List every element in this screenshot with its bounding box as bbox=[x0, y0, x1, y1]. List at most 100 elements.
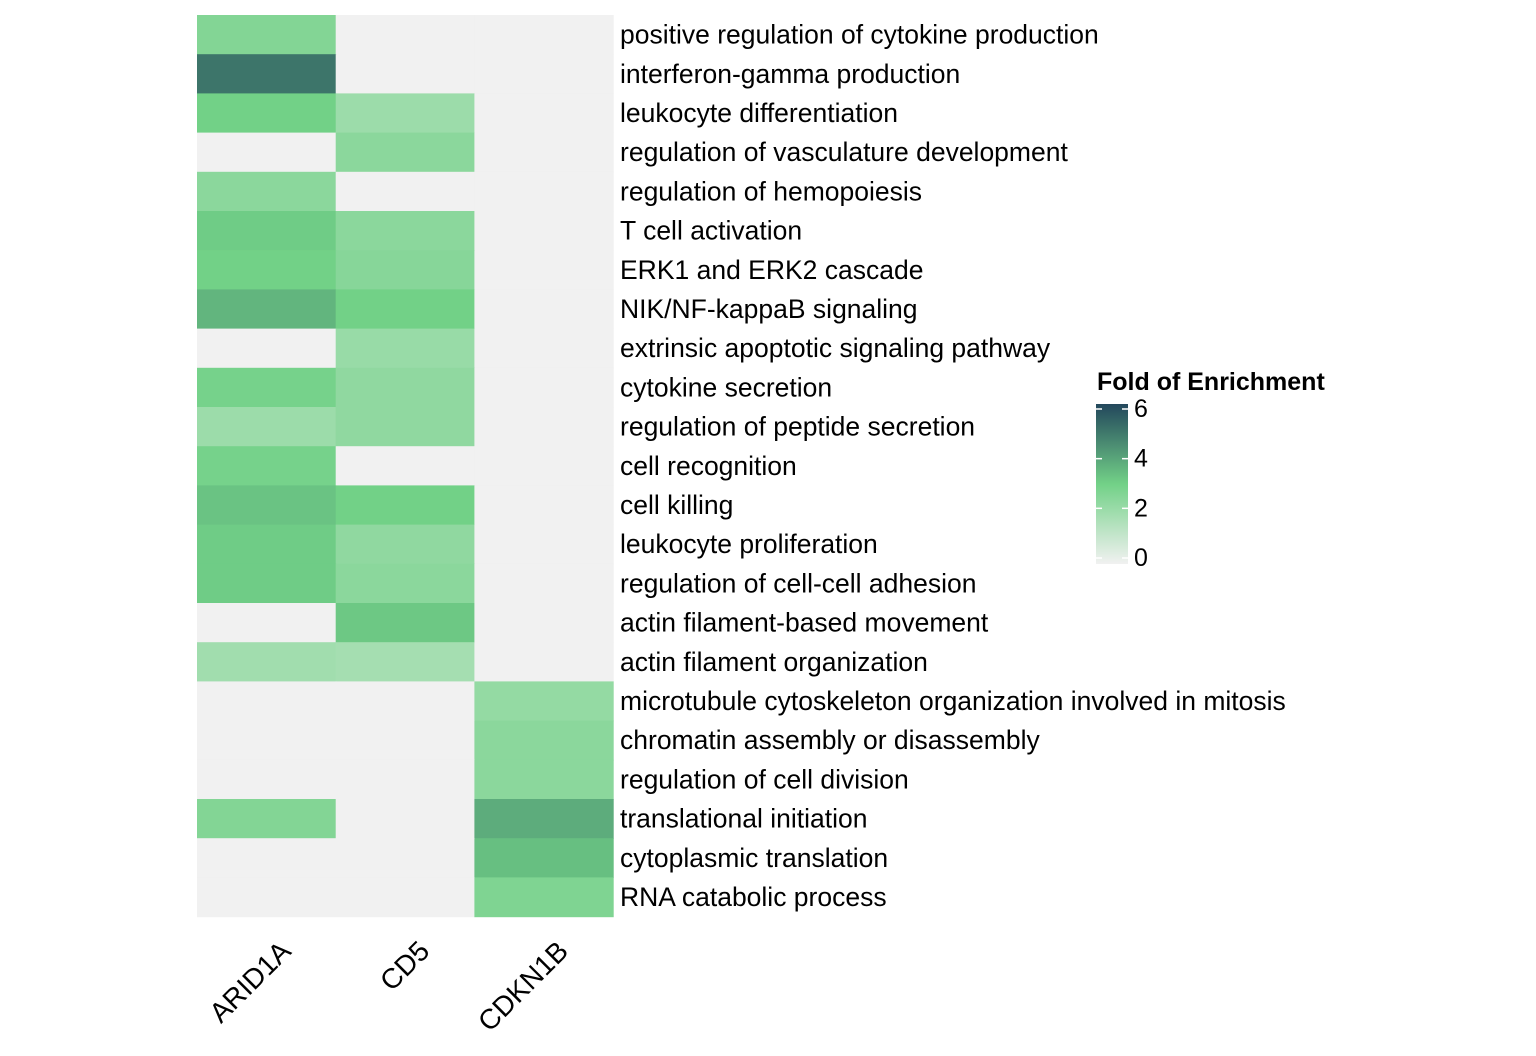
heatmap-cell bbox=[474, 603, 614, 643]
heatmap-cell bbox=[474, 642, 614, 682]
heatmap-cell bbox=[474, 93, 614, 134]
heatmap-cell bbox=[197, 524, 337, 565]
row-label: regulation of peptide secretion bbox=[620, 412, 975, 442]
heatmap-cell bbox=[335, 93, 475, 134]
heatmap-cell bbox=[474, 15, 614, 55]
heatmap-cell bbox=[335, 250, 475, 290]
heatmap-cell bbox=[197, 838, 337, 878]
heatmap-cell bbox=[474, 681, 614, 722]
legend-tick-label: 2 bbox=[1134, 494, 1148, 522]
heatmap-cell bbox=[197, 211, 337, 251]
row-label: cell killing bbox=[620, 490, 733, 520]
heatmap-cell bbox=[197, 54, 337, 94]
row-labels: positive regulation of cytokine producti… bbox=[620, 20, 1286, 912]
heatmap-cell bbox=[474, 367, 614, 408]
legend-ticks: 0 2 4 6 bbox=[1096, 395, 1148, 572]
heatmap-cell bbox=[197, 171, 337, 212]
row-label: regulation of cell-cell adhesion bbox=[620, 568, 977, 598]
row-label: regulation of vasculature development bbox=[620, 137, 1068, 167]
row-label: interferon-gamma production bbox=[620, 59, 960, 89]
heatmap-cell bbox=[197, 681, 337, 722]
legend-tick-label: 6 bbox=[1134, 395, 1148, 423]
heatmap-cells bbox=[197, 15, 614, 918]
row-label: T cell activation bbox=[620, 216, 802, 246]
row-label: translational initiation bbox=[620, 804, 867, 834]
heatmap-cell bbox=[335, 15, 475, 55]
heatmap-cell bbox=[197, 799, 337, 839]
heatmap-cell bbox=[474, 524, 614, 565]
row-label: NIK/NF-kappaB signaling bbox=[620, 294, 918, 324]
heatmap-cell bbox=[474, 54, 614, 94]
column-label: ARID1A bbox=[203, 935, 297, 1029]
heatmap-cell bbox=[335, 524, 475, 565]
heatmap-cell bbox=[335, 799, 475, 839]
heatmap-cell bbox=[197, 485, 337, 526]
row-label: RNA catabolic process bbox=[620, 882, 887, 912]
heatmap-cell bbox=[197, 132, 337, 173]
heatmap-cell bbox=[197, 15, 337, 55]
heatmap-cell bbox=[474, 799, 614, 839]
heatmap-cell bbox=[335, 642, 475, 682]
heatmap-cell bbox=[335, 838, 475, 878]
heatmap-cell bbox=[474, 720, 614, 761]
row-label: ERK1 and ERK2 cascade bbox=[620, 255, 923, 285]
heatmap-cell bbox=[197, 407, 337, 447]
column-label: CDKN1B bbox=[472, 935, 574, 1037]
heatmap-cell bbox=[197, 759, 337, 800]
heatmap-cell bbox=[335, 289, 475, 330]
heatmap-cell bbox=[474, 211, 614, 251]
row-label: leukocyte differentiation bbox=[620, 98, 898, 128]
heatmap-cell bbox=[335, 446, 475, 486]
heatmap-cell bbox=[197, 563, 337, 604]
heatmap-cell bbox=[474, 171, 614, 212]
heatmap-cell bbox=[335, 328, 475, 369]
heatmap-cell bbox=[335, 211, 475, 251]
heatmap-cell bbox=[335, 54, 475, 94]
row-label: actin filament-based movement bbox=[620, 608, 989, 638]
row-label: actin filament organization bbox=[620, 647, 928, 677]
heatmap-cell bbox=[474, 485, 614, 526]
row-label: regulation of cell division bbox=[620, 764, 909, 794]
heatmap-cell bbox=[474, 328, 614, 369]
heatmap-cell bbox=[197, 93, 337, 134]
row-label: positive regulation of cytokine producti… bbox=[620, 20, 1099, 50]
heatmap-cell bbox=[335, 681, 475, 722]
row-label: chromatin assembly or disassembly bbox=[620, 725, 1040, 755]
heatmap-cell bbox=[474, 289, 614, 330]
heatmap-cell bbox=[474, 407, 614, 447]
heatmap-cell bbox=[474, 446, 614, 486]
heatmap-cell bbox=[335, 367, 475, 408]
heatmap-cell bbox=[474, 877, 614, 918]
heatmap-cell bbox=[197, 367, 337, 408]
heatmap-cell bbox=[474, 563, 614, 604]
heatmap-cell bbox=[197, 877, 337, 918]
legend-colorbar bbox=[1096, 404, 1128, 564]
heatmap-cell bbox=[335, 603, 475, 643]
legend-title: Fold of Enrichment bbox=[1097, 368, 1325, 396]
heatmap-cell bbox=[474, 838, 614, 878]
row-label: leukocyte proliferation bbox=[620, 529, 878, 559]
legend-tick-label: 4 bbox=[1134, 445, 1148, 473]
column-labels: ARID1A CD5 CDKN1B bbox=[203, 935, 574, 1037]
row-label: regulation of hemopoiesis bbox=[620, 176, 922, 206]
heatmap-cell bbox=[197, 328, 337, 369]
heatmap-cell bbox=[197, 446, 337, 486]
heatmap-cell bbox=[335, 563, 475, 604]
heatmap-cell bbox=[197, 289, 337, 330]
column-label: CD5 bbox=[374, 935, 436, 997]
heatmap-cell bbox=[474, 250, 614, 290]
heatmap-cell bbox=[335, 485, 475, 526]
heatmap-cell bbox=[335, 720, 475, 761]
heatmap-cell bbox=[335, 759, 475, 800]
color-legend: Fold of Enrichment 0 2 4 6 bbox=[1096, 368, 1325, 572]
heatmap-cell bbox=[197, 642, 337, 682]
heatmap-cell bbox=[474, 132, 614, 173]
row-label: cytokine secretion bbox=[620, 372, 832, 402]
heatmap-cell bbox=[197, 603, 337, 643]
heatmap-cell bbox=[335, 132, 475, 173]
row-label: cell recognition bbox=[620, 451, 797, 481]
row-label: cytoplasmic translation bbox=[620, 843, 888, 873]
row-label: microtubule cytoskeleton organization in… bbox=[620, 686, 1286, 716]
